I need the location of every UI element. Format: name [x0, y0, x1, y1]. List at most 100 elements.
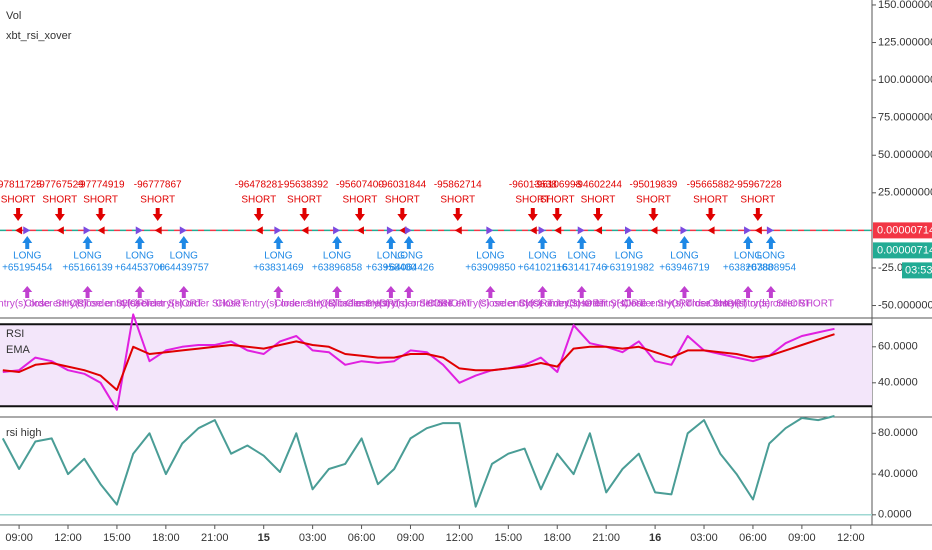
close-label: Close entry(s) order SHORT — [519, 299, 645, 310]
long-label: LONG — [615, 251, 644, 262]
long-marker — [333, 226, 341, 235]
long-arrow — [385, 236, 396, 249]
short-amount: -94602244 — [574, 180, 622, 191]
legend-label: rsi high — [6, 427, 41, 439]
long-arrow — [273, 236, 284, 249]
long-label: LONG — [528, 251, 557, 262]
y-tick-label: 40.0000 — [878, 468, 918, 480]
legend-label: RSI — [6, 328, 24, 340]
long-amount: +63896858 — [312, 263, 363, 274]
close-label: Close entry(s) order SHORT — [215, 299, 341, 310]
long-label: LONG — [377, 251, 406, 262]
close-label: Close entry(s) order SHORT — [621, 299, 747, 310]
long-amount: +63141746 — [557, 263, 608, 274]
close-arrow — [134, 286, 145, 298]
long-arrow — [624, 236, 635, 249]
y-tick-label: 25.00000000 — [878, 187, 932, 199]
long-amount: +63808954 — [746, 263, 797, 274]
long-amount: +64102116 — [518, 263, 568, 274]
short-arrow — [752, 208, 763, 221]
long-amount: +63831469 — [253, 263, 304, 274]
x-tick-label: 06:00 — [348, 532, 376, 544]
x-tick-label: 12:00 — [837, 532, 865, 544]
long-amount: +64453700 — [115, 263, 166, 274]
long-label: LONG — [264, 251, 293, 262]
long-amount: +63909850 — [465, 263, 516, 274]
long-arrow — [332, 236, 343, 249]
short-marker — [754, 226, 762, 235]
short-marker — [356, 226, 364, 235]
long-label: LONG — [395, 251, 424, 262]
close-arrow — [537, 286, 548, 298]
short-label: SHORT — [140, 195, 175, 206]
y-tick-label: -50.00000000 — [878, 299, 932, 311]
short-amount: -96013638 — [509, 180, 557, 191]
close-label: Close entry(s) order SHORT — [328, 299, 454, 310]
long-arrow — [134, 236, 145, 249]
short-label: SHORT — [83, 195, 118, 206]
short-arrow — [253, 208, 264, 221]
short-marker — [650, 226, 658, 235]
short-arrow — [452, 208, 463, 221]
short-arrow — [354, 208, 365, 221]
close-label: Close entry(s) order SHORT — [0, 299, 90, 310]
short-marker — [56, 226, 64, 235]
short-amount: -97811725 — [0, 180, 42, 191]
x-tick-label: 09:00 — [788, 532, 816, 544]
long-label: LONG — [757, 251, 786, 262]
long-marker — [680, 226, 688, 235]
y-tick-label: 50.00000000 — [878, 149, 932, 161]
short-amount: -96106998 — [533, 180, 581, 191]
x-tick-label: 18:00 — [152, 532, 180, 544]
series-line — [2, 313, 835, 411]
close-arrow — [743, 286, 754, 298]
x-tick-label: 12:00 — [54, 532, 82, 544]
x-tick-label: 09:00 — [397, 532, 425, 544]
close-label: Close entry(s) order SHORT — [685, 299, 811, 310]
long-arrow — [485, 236, 496, 249]
short-marker — [595, 226, 603, 235]
long-arrow — [743, 236, 754, 249]
long-marker — [625, 226, 633, 235]
close-label: Close entry(s) order SHORT — [346, 299, 472, 310]
short-marker — [255, 226, 263, 235]
y-tick-label: 150.00000000 — [878, 0, 932, 11]
short-label: SHORT — [540, 195, 575, 206]
short-marker — [97, 226, 105, 235]
short-label: SHORT — [385, 195, 420, 206]
x-tick-label: 06:00 — [739, 532, 767, 544]
short-amount: -95638392 — [281, 180, 329, 191]
short-arrow — [152, 208, 163, 221]
close-arrow — [178, 286, 189, 298]
long-label: LONG — [734, 251, 763, 262]
short-label: SHORT — [740, 195, 775, 206]
short-arrow — [552, 208, 563, 221]
long-amount: +64064426 — [384, 263, 435, 274]
short-amount: -96031844 — [378, 180, 426, 191]
long-marker — [577, 226, 585, 235]
long-label: LONG — [568, 251, 597, 262]
price-label: 0.00000714 — [877, 224, 932, 236]
short-amount: -95607400 — [336, 180, 384, 191]
x-tick-label: 15:00 — [495, 532, 523, 544]
short-marker — [529, 226, 537, 235]
long-amount: +63191982 — [604, 263, 655, 274]
close-arrow — [403, 286, 414, 298]
pane-subtitle: xbt_rsi_xover — [6, 30, 72, 42]
y-tick-label: 80.0000 — [878, 427, 918, 439]
long-amount: +64439757 — [159, 263, 210, 274]
price-label: 0.00000714 — [877, 244, 932, 256]
long-label: LONG — [170, 251, 199, 262]
long-arrow — [576, 236, 587, 249]
short-amount: -95967228 — [734, 180, 782, 191]
long-label: LONG — [476, 251, 505, 262]
series-line — [1, 415, 835, 508]
y-tick-label: 40.0000 — [878, 377, 918, 389]
x-tick-label: 03:00 — [299, 532, 327, 544]
long-arrow — [765, 236, 776, 249]
long-marker — [404, 226, 412, 235]
long-label: LONG — [670, 251, 699, 262]
x-tick-label: 15:00 — [103, 532, 131, 544]
